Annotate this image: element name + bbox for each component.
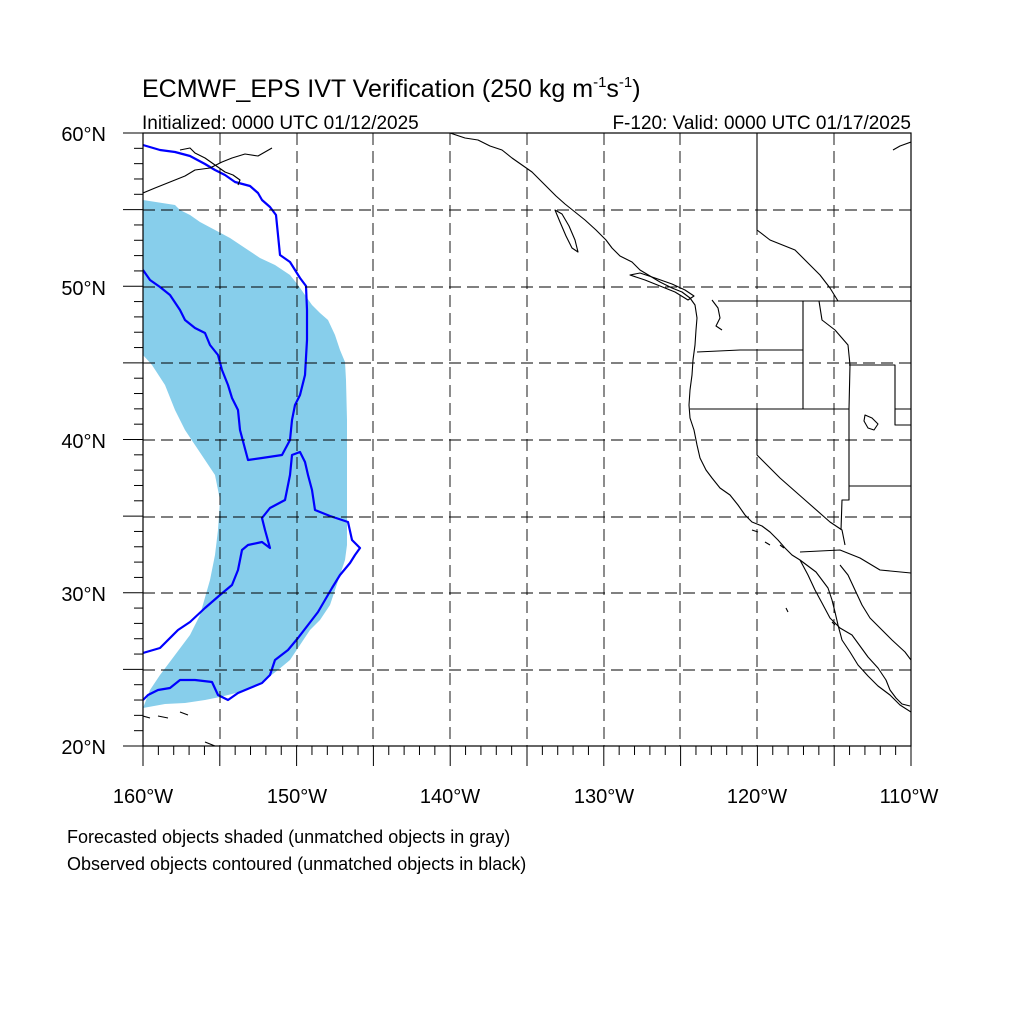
haida-gwaii: [554, 209, 579, 253]
montana-idaho-wyoming-borders: [849, 364, 911, 487]
great-salt-lake: [863, 414, 879, 431]
observed-contour-northern-plume: [143, 143, 309, 462]
washington-oregon-border: [696, 349, 803, 353]
graticule-meridians: [219, 133, 835, 746]
lat-label-30n: 30°N: [61, 584, 106, 606]
lat-label-20n: 20°N: [61, 737, 106, 759]
northeast-corner-coast: [892, 141, 911, 151]
lon-label-160w: 160°W: [113, 786, 173, 808]
tick-marks: [123, 132, 912, 766]
longitude-ticks: [142, 746, 912, 766]
valid-time-subtitle: F-120: Valid: 0000 UTC 01/17/2025: [612, 113, 911, 134]
observed-ivt-contours: [143, 143, 362, 702]
lat-label-40n: 40°N: [61, 431, 106, 453]
graticule-parallels: [143, 209, 911, 671]
lat-label-60n: 60°N: [61, 124, 106, 146]
latitude-ticks: [123, 132, 143, 747]
alaska-peninsula-coast: [179, 147, 241, 186]
lon-label-130w: 130°W: [574, 786, 634, 808]
alaska-coastline: [143, 147, 273, 194]
pacific-northwest-coastline: [449, 133, 911, 713]
baja-california: [799, 559, 911, 707]
lat-label-50n: 50°N: [61, 278, 106, 300]
graticule: [143, 133, 911, 746]
legend-note-forecast: Forecasted objects shaded (unmatched obj…: [67, 827, 510, 847]
figure-title: ECMWF_EPS IVT Verification (250 kg m-1s-…: [142, 74, 641, 103]
init-time-subtitle: Initialized: 0000 UTC 01/12/2025: [142, 113, 419, 134]
california-arizona-mexico-border: [799, 549, 911, 574]
lon-label-150w: 150°W: [267, 786, 327, 808]
puget-sound-coast: [711, 299, 723, 331]
lon-label-120w: 120°W: [727, 786, 787, 808]
vancouver-island: [629, 272, 695, 301]
lon-label-110w: 110°W: [880, 786, 939, 808]
coastlines-and-borders: [143, 133, 911, 746]
longitude-axis-labels: 160°W 150°W 140°W 130°W 120°W 110°W: [113, 786, 939, 808]
bc-inland-border: [756, 133, 839, 302]
lon-label-140w: 140°W: [420, 786, 480, 808]
channel-islands: [751, 529, 836, 626]
hawaiian-islands: [143, 711, 216, 746]
legend-note-observed: Observed objects contoured (unmatched ob…: [67, 854, 526, 874]
california-nevada-border: [756, 409, 846, 546]
latitude-axis-labels: 60°N 50°N 40°N 30°N 20°N: [61, 124, 106, 759]
observed-contour-subtropical-plume: [143, 450, 362, 702]
map-panel: [143, 133, 911, 746]
